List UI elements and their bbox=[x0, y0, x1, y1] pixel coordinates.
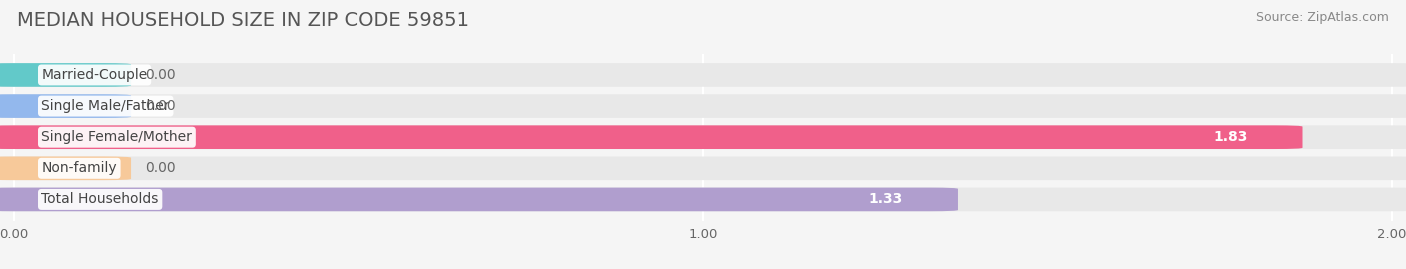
FancyBboxPatch shape bbox=[0, 63, 1406, 87]
FancyBboxPatch shape bbox=[0, 125, 1302, 149]
FancyBboxPatch shape bbox=[0, 63, 131, 87]
FancyBboxPatch shape bbox=[0, 187, 1406, 211]
Text: 1.83: 1.83 bbox=[1213, 130, 1247, 144]
Text: Source: ZipAtlas.com: Source: ZipAtlas.com bbox=[1256, 11, 1389, 24]
FancyBboxPatch shape bbox=[0, 157, 1406, 180]
Text: Single Male/Father: Single Male/Father bbox=[42, 99, 170, 113]
FancyBboxPatch shape bbox=[0, 157, 131, 180]
Text: Married-Couple: Married-Couple bbox=[42, 68, 148, 82]
FancyBboxPatch shape bbox=[0, 94, 131, 118]
Text: Single Female/Mother: Single Female/Mother bbox=[42, 130, 193, 144]
Text: 0.00: 0.00 bbox=[145, 99, 176, 113]
FancyBboxPatch shape bbox=[0, 125, 1406, 149]
FancyBboxPatch shape bbox=[0, 94, 1406, 118]
Text: 1.33: 1.33 bbox=[869, 192, 903, 206]
Text: MEDIAN HOUSEHOLD SIZE IN ZIP CODE 59851: MEDIAN HOUSEHOLD SIZE IN ZIP CODE 59851 bbox=[17, 11, 468, 30]
Text: 0.00: 0.00 bbox=[145, 68, 176, 82]
Text: Non-family: Non-family bbox=[42, 161, 117, 175]
Text: 0.00: 0.00 bbox=[145, 161, 176, 175]
FancyBboxPatch shape bbox=[0, 187, 957, 211]
Text: Total Households: Total Households bbox=[42, 192, 159, 206]
